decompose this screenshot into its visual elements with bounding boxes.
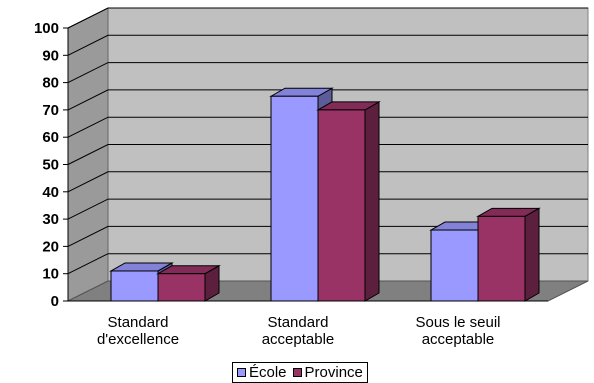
legend-swatch-province <box>292 368 302 377</box>
bar-front <box>110 270 159 302</box>
gridline <box>67 62 588 84</box>
bar-side <box>364 101 380 302</box>
bar-front <box>430 229 479 302</box>
gridline <box>67 171 588 193</box>
y-tick-label: 70 <box>42 102 59 119</box>
gridline <box>67 89 588 111</box>
y-tick-label: 10 <box>42 266 59 283</box>
y-tick-labels: 0 10 20 30 40 50 60 70 80 90 100 <box>34 20 68 310</box>
gridline <box>67 253 588 275</box>
y-tick-label: 80 <box>42 75 59 92</box>
y-tick-label: 60 <box>42 129 59 146</box>
gridline <box>67 198 588 220</box>
category-label: Standard <box>108 314 169 331</box>
legend: École Province <box>232 362 368 383</box>
bar-1-2 <box>476 207 541 302</box>
category-labels: Standardd'excellenceStandardacceptableSo… <box>97 314 501 348</box>
legend-label-province: Province <box>304 364 363 381</box>
y-tick-label: 20 <box>42 238 59 255</box>
bar-front <box>157 273 206 302</box>
bar-1-1 <box>316 101 381 302</box>
gridline <box>67 34 588 56</box>
y-tick-label: 90 <box>42 47 59 64</box>
bars <box>109 87 541 302</box>
category-label: Standard <box>268 314 329 331</box>
gridline <box>67 144 588 165</box>
bar-front <box>477 215 526 302</box>
category-label: acceptable <box>262 331 335 348</box>
bar-front <box>270 95 319 302</box>
gridline <box>67 225 588 247</box>
legend-item-ecole: École <box>237 364 287 381</box>
legend-label-ecole: École <box>249 364 287 381</box>
y-tick-label: 100 <box>34 20 59 37</box>
category-label: Sous le seuil <box>415 314 500 331</box>
legend-swatch-ecole <box>237 368 246 377</box>
y-tick-label: 30 <box>42 211 59 228</box>
bar-1-0 <box>156 264 221 302</box>
bar-side <box>524 207 540 302</box>
y-tick-label: 0 <box>51 293 59 310</box>
legend-item-province: Province <box>292 364 363 381</box>
category-label: acceptable <box>422 331 495 348</box>
gridline <box>67 116 588 138</box>
y-tick-label: 40 <box>42 184 59 201</box>
gridline <box>67 7 588 29</box>
category-label: d'excellence <box>97 331 179 348</box>
bar-front <box>317 109 366 302</box>
y-tick-label: 50 <box>42 157 59 174</box>
